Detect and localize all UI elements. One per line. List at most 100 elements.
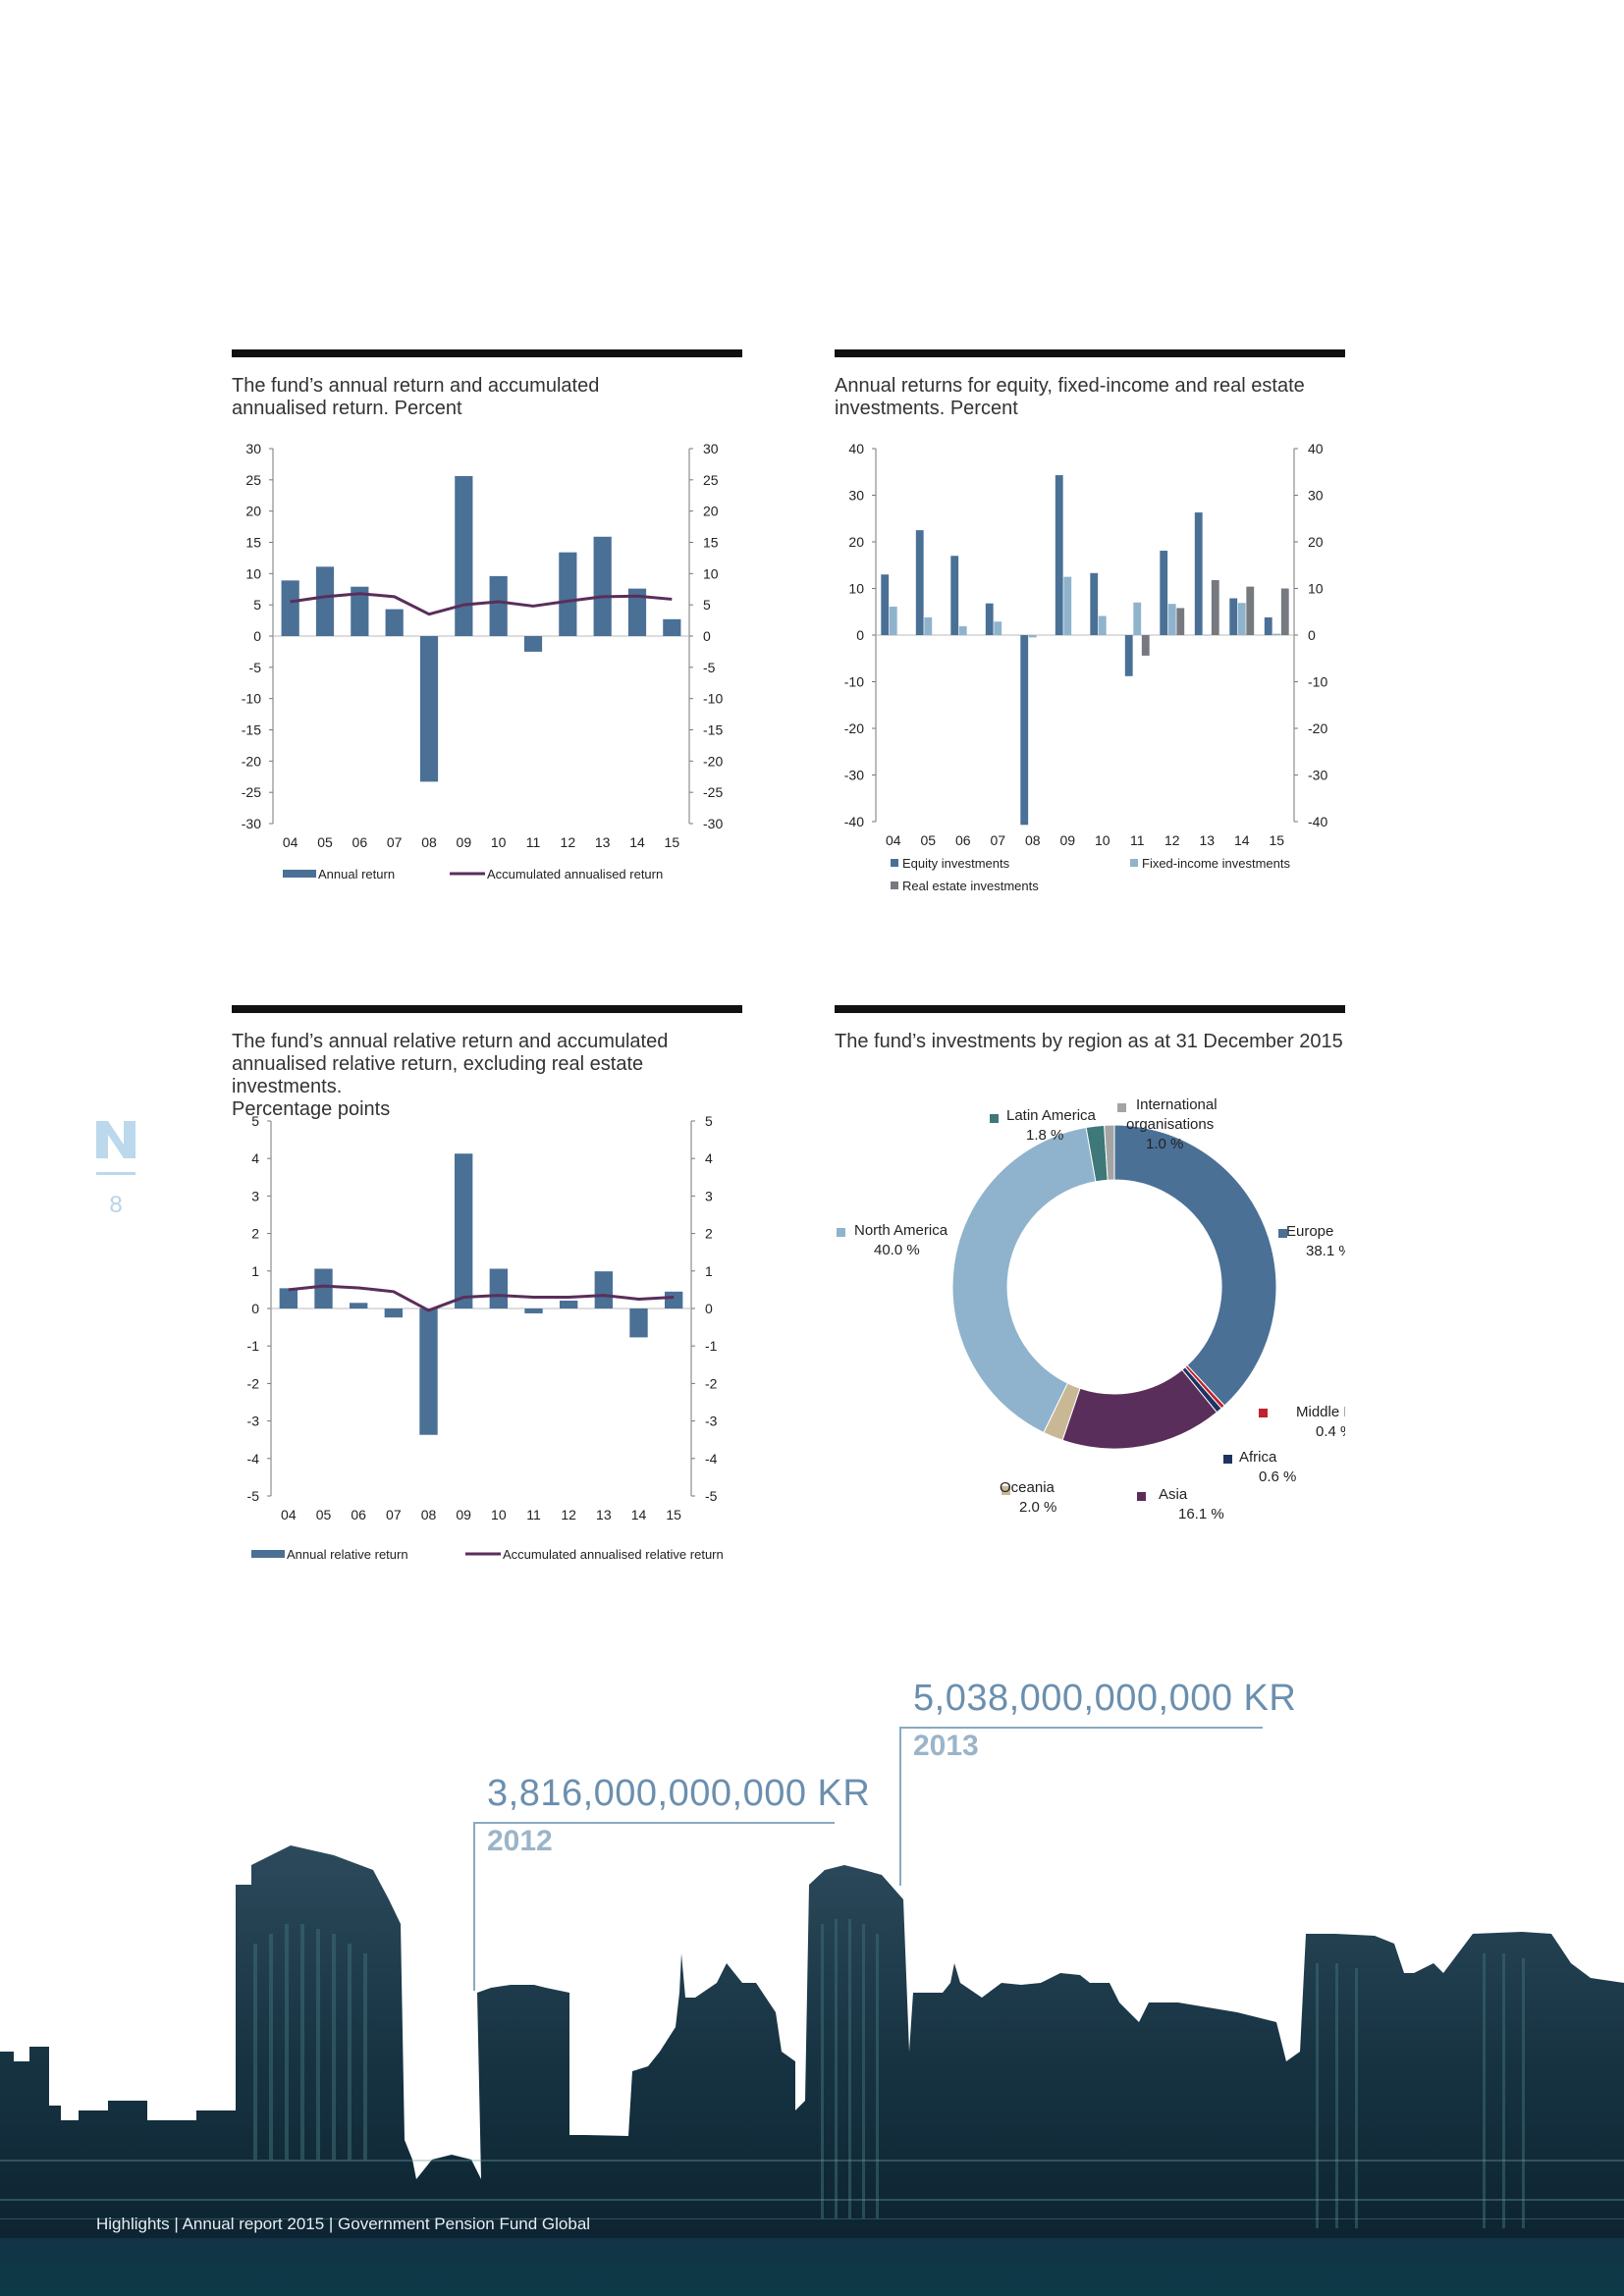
bar: [455, 476, 473, 636]
milestone-rule: [899, 1727, 1263, 1729]
y-tick-label: 0: [251, 1301, 259, 1316]
slice-value: 0.4 %: [1316, 1423, 1345, 1440]
y-tick-label: -10: [844, 674, 864, 690]
bar: [419, 1308, 438, 1435]
y-tick-label: -5: [247, 1488, 260, 1504]
bar: [985, 603, 994, 635]
y-tick-label: 2: [251, 1226, 259, 1242]
slice-label: Middle East: [1296, 1404, 1345, 1420]
bar: [994, 621, 1002, 635]
y-tick-label: -3: [705, 1414, 718, 1429]
legend-label: Equity investments: [902, 856, 1010, 871]
milestone-stem: [473, 1822, 475, 1991]
legend-swatch: [1278, 1229, 1287, 1238]
bar: [559, 1300, 578, 1308]
y-tick-label: 1: [705, 1263, 713, 1279]
bar: [1028, 635, 1037, 638]
x-tick-label: 10: [491, 834, 507, 850]
bar: [281, 580, 299, 636]
legend-swatch: [283, 870, 316, 878]
panel-annual-return: The fund’s annual return and accumulated…: [232, 349, 742, 899]
legend-swatch: [1259, 1409, 1268, 1417]
panel-rule: [232, 1005, 742, 1013]
y-tick-label: 0: [856, 627, 864, 643]
bar: [1098, 615, 1107, 635]
legend-swatch: [1130, 859, 1138, 867]
y-tick-label: -2: [705, 1375, 718, 1391]
x-tick-label: 07: [990, 832, 1005, 848]
bar: [524, 1308, 543, 1313]
y-tick-label: 5: [251, 1113, 259, 1129]
legend-swatch: [837, 1228, 845, 1237]
y-tick-label: -2: [247, 1375, 260, 1391]
page-footer: Highlights | Annual report 2015 | Govern…: [96, 2215, 591, 2233]
x-tick-label: 15: [665, 834, 680, 850]
panel-title-line: Annual returns for equity, fixed-income …: [835, 375, 1305, 397]
bar: [1229, 598, 1238, 635]
y-tick-label: 20: [245, 504, 261, 519]
panel-region: The fund’s investments by region as at 3…: [835, 1005, 1345, 1555]
bar: [1141, 635, 1150, 656]
donut-slice: [1104, 1124, 1115, 1181]
slice-value: 1.8 %: [1026, 1127, 1063, 1144]
bar: [419, 636, 439, 782]
city-skyline-image: [0, 1845, 1624, 2296]
legend-label: Fixed-income investments: [1142, 856, 1290, 871]
legend-swatch: [990, 1114, 999, 1123]
x-tick-label: 13: [1199, 832, 1215, 848]
bar: [1124, 635, 1133, 676]
legend-swatch: [1137, 1492, 1146, 1501]
milestone-year: 2012: [487, 1825, 553, 1857]
donut-slice: [951, 1126, 1097, 1434]
bar: [1133, 602, 1142, 635]
x-tick-label: 04: [283, 834, 298, 850]
y-tick-label: -3: [247, 1414, 260, 1429]
x-tick-label: 09: [457, 834, 472, 850]
milestone-stem: [899, 1727, 901, 1886]
milestone-2012: 3,816,000,000,000 KR 2012: [473, 1773, 871, 1991]
slice-value: 1.0 %: [1146, 1136, 1183, 1152]
y-tick-label: -40: [1308, 814, 1327, 829]
bar: [1280, 588, 1289, 635]
y-tick-label: 0: [1308, 627, 1316, 643]
x-tick-label: 15: [1269, 832, 1284, 848]
y-tick-label: -30: [242, 816, 261, 831]
y-tick-label: -1: [705, 1338, 718, 1354]
y-tick-label: -30: [703, 816, 723, 831]
y-tick-label: -10: [1308, 674, 1327, 690]
legend-swatch: [1001, 1486, 1010, 1495]
y-tick-label: 3: [251, 1188, 259, 1203]
legend-swatch: [891, 881, 898, 889]
x-tick-label: 12: [561, 1507, 576, 1522]
x-tick-label: 13: [595, 834, 611, 850]
page-number: 8: [109, 1192, 123, 1218]
panel-title-line: investments. Percent: [835, 398, 1018, 419]
panel-title: Annual returns for equity, fixed-income …: [835, 375, 1305, 420]
slice-value: 40.0 %: [874, 1242, 920, 1258]
bar: [1246, 586, 1255, 635]
legend-label: Real estate investments: [902, 879, 1039, 893]
y-tick-label: -30: [1308, 768, 1327, 783]
x-tick-label: 05: [920, 832, 936, 848]
legend-label: Accumulated annualised return: [487, 867, 663, 881]
bar: [384, 1308, 404, 1318]
x-tick-label: 12: [1164, 832, 1180, 848]
bar: [1160, 551, 1168, 635]
panel-relative-return: The fund’s annual relative return and ac…: [232, 1005, 742, 1594]
y-tick-label: 0: [253, 628, 261, 644]
bar: [279, 1288, 298, 1308]
annual-return-chart: 30 30 25 25 20 20 15 15 10 10 5 5 0 0 -5 -5 -10 -10 -15 -15…: [242, 441, 724, 881]
y-tick-label: -25: [703, 784, 723, 800]
legend-label: Accumulated annualised relative return: [503, 1547, 724, 1562]
y-tick-label: -5: [703, 660, 716, 675]
series-line: [288, 1284, 675, 1312]
y-tick-label: 5: [253, 597, 261, 613]
legend-label: Annual return: [318, 867, 395, 881]
slice-label: North America: [854, 1222, 948, 1239]
slice-label: Europe: [1286, 1223, 1333, 1240]
panel-rule: [232, 349, 742, 357]
milestone-amount: 3,816,000,000,000 KR: [487, 1773, 871, 1814]
y-tick-label: 40: [848, 441, 864, 456]
x-tick-label: 13: [596, 1507, 612, 1522]
bar: [915, 530, 924, 635]
